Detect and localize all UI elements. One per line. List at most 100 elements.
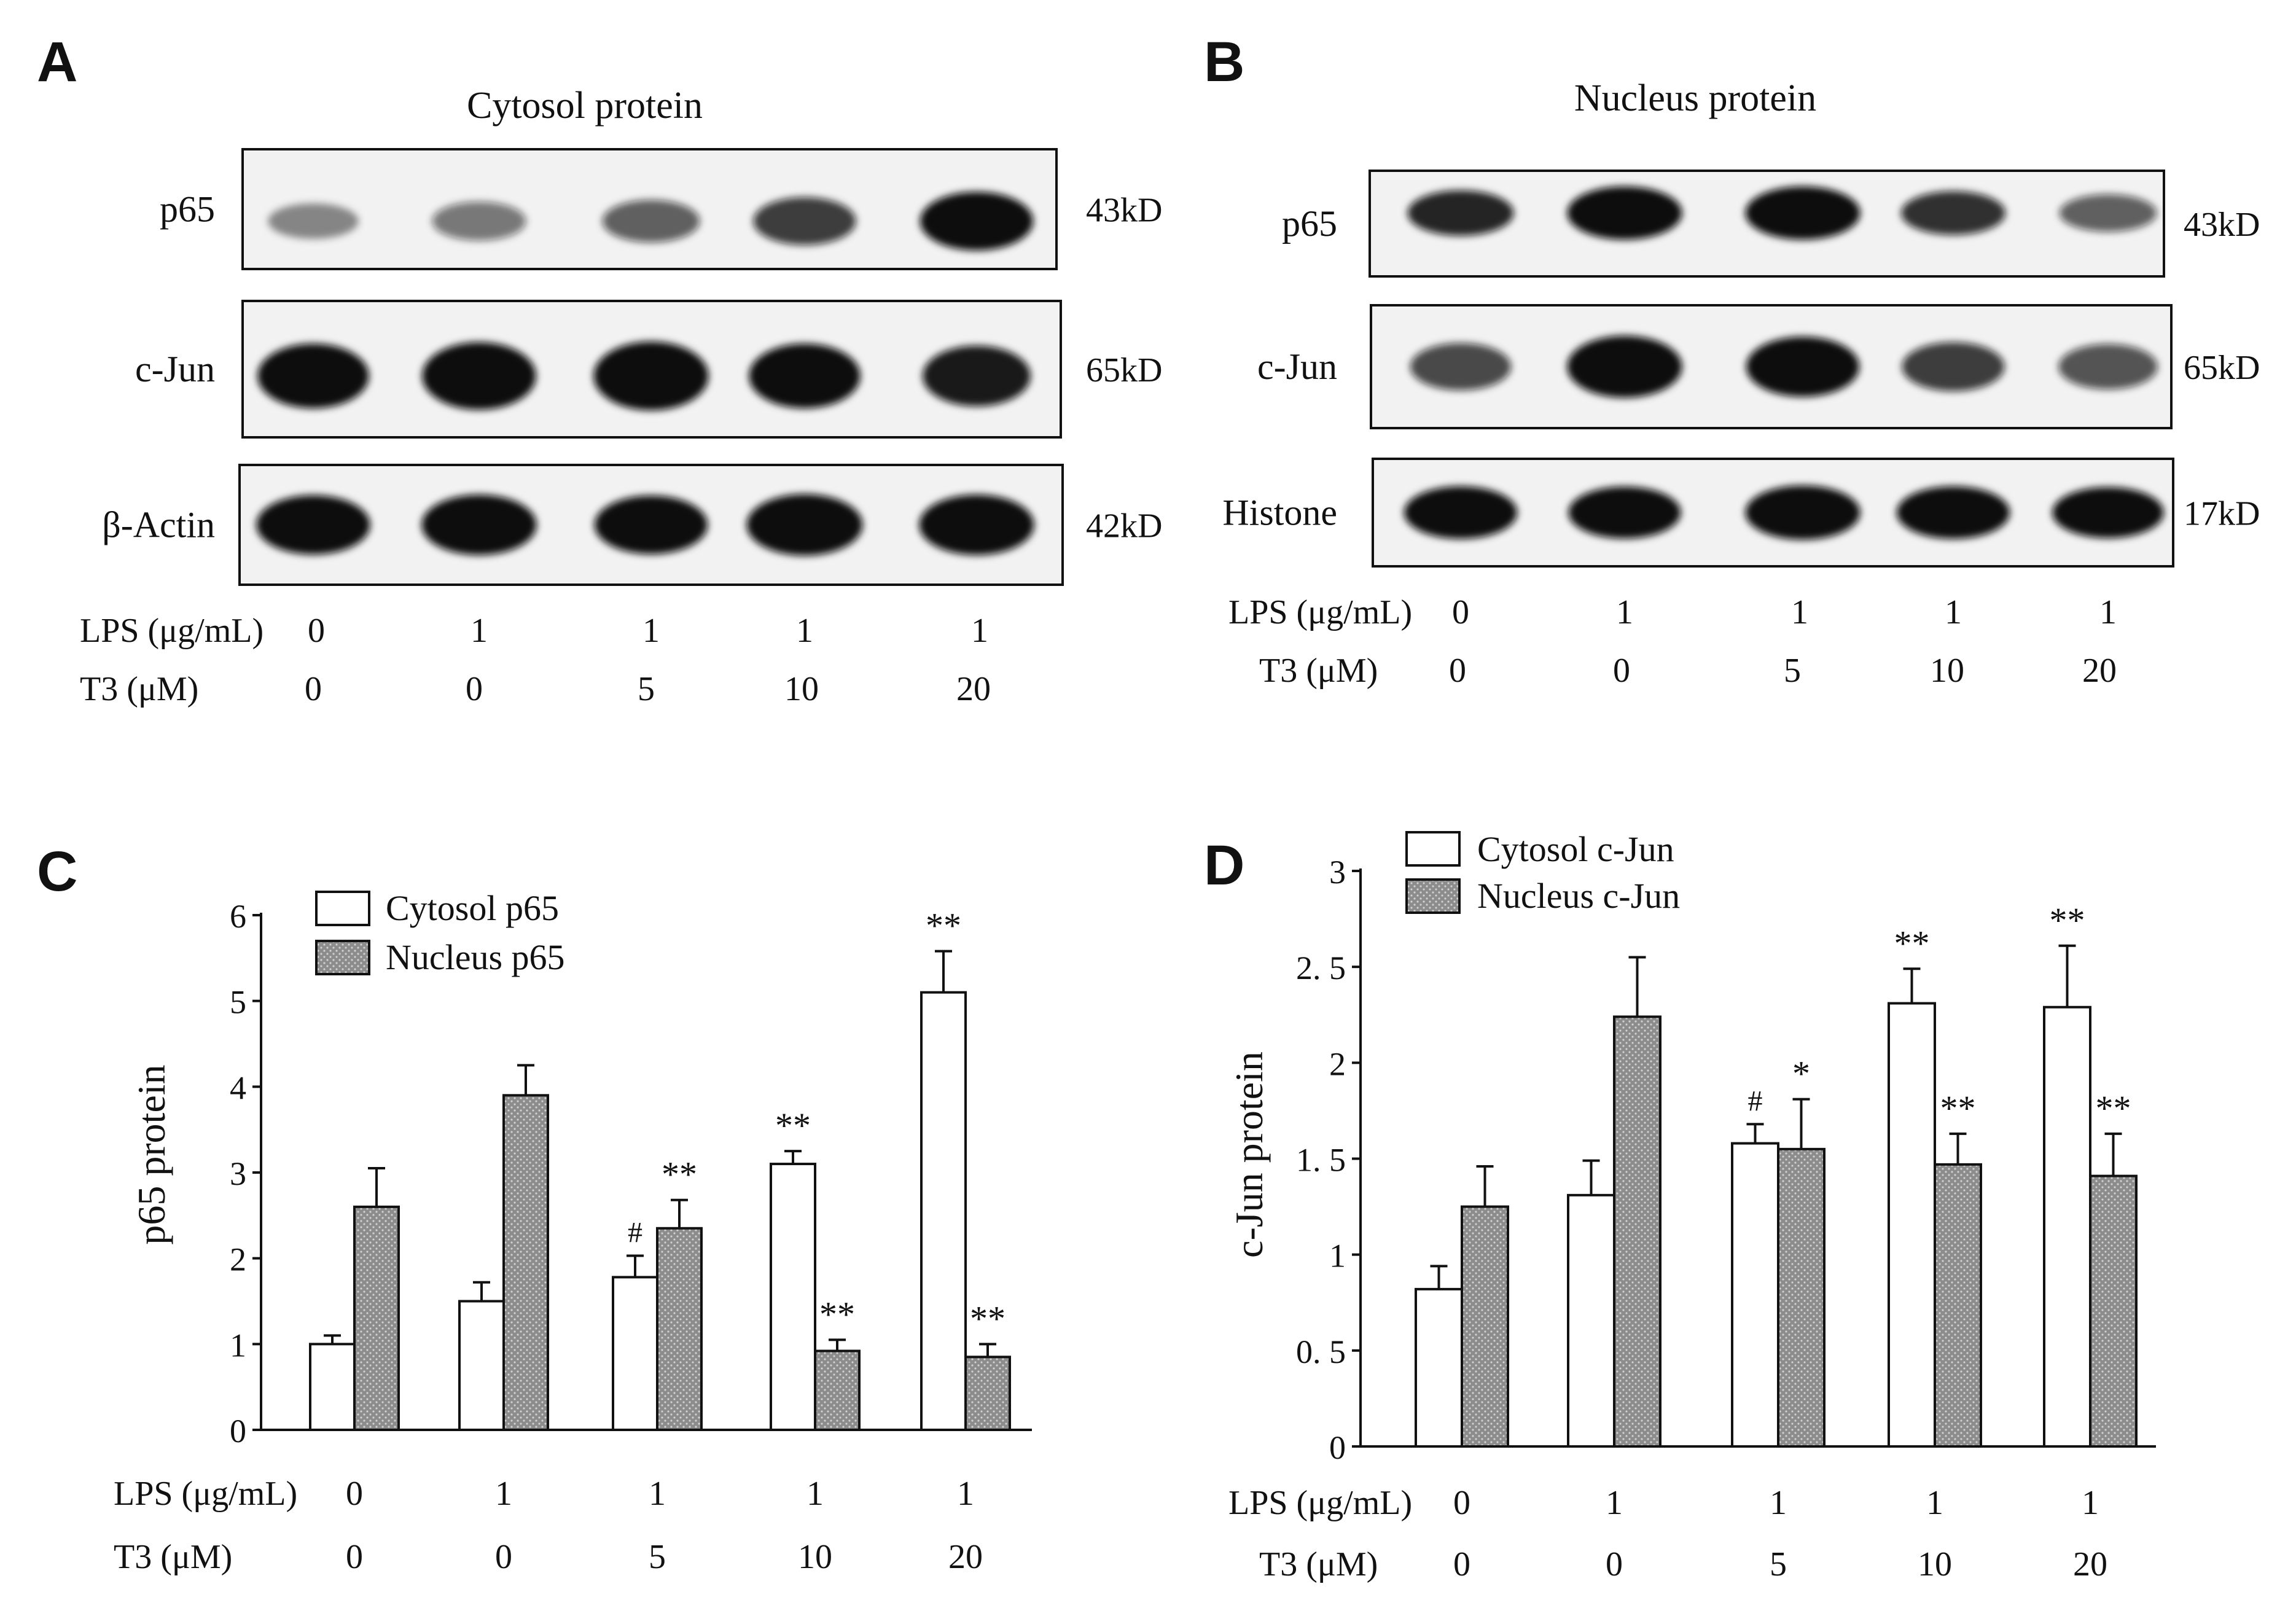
y-tick-label: 1 — [230, 1327, 246, 1364]
blot-b-t3-value: 0 — [1449, 652, 1466, 690]
blot-band — [2058, 344, 2158, 389]
panel-b: B Nucleus protein p65 43kD c-Jun 65kD Histon… — [1204, 31, 2260, 690]
blot-a-lps-value: 1 — [796, 612, 813, 650]
blot-band — [421, 494, 537, 555]
blot-b-t3-value: 5 — [1784, 652, 1801, 690]
legend-swatch-nucleus-c-jun — [1405, 878, 1461, 914]
blot-band — [1410, 343, 1512, 391]
blot-band — [920, 192, 1034, 251]
bar-nucleus-p65 — [353, 1205, 400, 1432]
significance-mark: # — [1748, 1085, 1763, 1117]
legend-label-nucleus-p65: Nucleus p65 — [386, 937, 565, 977]
bar-nucleus-c-jun — [1613, 1015, 1661, 1448]
blot-band — [432, 201, 526, 241]
blot-a-t3-value: 20 — [956, 670, 991, 708]
bar-cytosol-p65 — [920, 991, 967, 1431]
blot-b-lps-value: 1 — [1945, 593, 1962, 631]
blot-b-lps-value: 1 — [1616, 593, 1633, 631]
chart-d-legend: Cytosol c-Jun Nucleus c-Jun — [1405, 829, 1680, 916]
legend-swatch-nucleus-p65 — [315, 940, 370, 975]
panel-letter-d: D — [1204, 834, 1244, 897]
t3-value: 20 — [2073, 1545, 2107, 1583]
significance-mark: ** — [926, 906, 961, 946]
blot-band — [256, 495, 370, 555]
blot-a-t3-value: 0 — [466, 670, 483, 708]
t3-value: 5 — [649, 1538, 666, 1576]
blot-row-label: c-Jun — [135, 349, 215, 389]
t3-value: 10 — [1918, 1545, 1952, 1583]
y-tick-label: 5 — [230, 984, 246, 1021]
blot-mw-label: 65kD — [2184, 349, 2260, 387]
chart-d-lps-label: LPS (μg/mL) — [1228, 1484, 1412, 1522]
t3-value: 20 — [948, 1538, 983, 1576]
blot-band — [602, 200, 700, 243]
lps-value: 1 — [806, 1475, 824, 1513]
lps-value: 1 — [1606, 1484, 1623, 1522]
blot-b-condition-table: LPS (μg/mL) T3 (μM) 0 1 1 1 1 0 0 5 10 2… — [1228, 593, 2117, 690]
blot-b-t3-value: 0 — [1613, 652, 1630, 690]
y-tick-label: 2 — [230, 1241, 246, 1278]
significance-mark: ** — [970, 1298, 1005, 1338]
lps-value: 0 — [346, 1475, 363, 1513]
legend-swatch-cytosol-p65 — [315, 891, 370, 926]
blot-band — [1404, 486, 1518, 539]
significance-mark: ** — [819, 1294, 855, 1334]
panel-letter-a: A — [37, 31, 77, 93]
t3-value: 0 — [495, 1538, 512, 1576]
blot-band — [1900, 191, 2006, 235]
chart-c-condition-table: LPS (μg/mL) T3 (μM) — [114, 1475, 297, 1576]
t3-value: 0 — [1453, 1545, 1470, 1583]
blot-band — [1567, 335, 1682, 398]
panel-letter-b: B — [1204, 31, 1244, 93]
bar-nucleus-p65 — [964, 1356, 1011, 1432]
y-tick-label: 0. 5 — [1296, 1333, 1346, 1370]
blot-band — [2052, 486, 2164, 539]
blot-a-t3-label: T3 (μM) — [80, 670, 198, 708]
significance-mark: ** — [1940, 1088, 1976, 1128]
bar-cytosol-c-jun — [2043, 1005, 2091, 1448]
panel-d: D c-Jun protein 00. 511. 522. 5300101511… — [1204, 829, 2156, 1583]
blot-a-lps-label: LPS (μg/mL) — [80, 612, 264, 650]
panel-c: C p65 protein 0123456001015110120#******… — [37, 840, 1032, 1576]
blot-band — [1896, 486, 2010, 539]
blot-band — [746, 494, 863, 556]
bar-nucleus-p65 — [502, 1094, 549, 1432]
y-tick-label: 3 — [1329, 854, 1346, 891]
bar-nucleus-c-jun — [1934, 1163, 1982, 1448]
blot-row-label: p65 — [1282, 203, 1337, 244]
blot-mw-label: 43kD — [2184, 206, 2260, 244]
blot-band — [749, 343, 861, 408]
lps-value: 0 — [1453, 1484, 1470, 1522]
blot-b-t3-value: 10 — [1930, 652, 1964, 690]
blot-band — [1745, 186, 1861, 240]
blot-a-t3-value: 5 — [638, 670, 655, 708]
blot-row-label: Histone — [1222, 493, 1337, 533]
blot-band — [1568, 486, 1681, 539]
t3-value: 0 — [346, 1538, 363, 1576]
blot-band — [1745, 485, 1861, 540]
legend-label-cytosol-c-jun: Cytosol c-Jun — [1477, 829, 1674, 869]
blot-mw-label: 17kD — [2184, 495, 2260, 533]
y-tick-label: 0 — [230, 1413, 246, 1450]
bar-cytosol-c-jun — [1415, 1287, 1463, 1448]
legend-swatch-cytosol-c-jun — [1405, 831, 1461, 867]
blot-band — [2059, 194, 2157, 232]
bar-cytosol-c-jun — [1888, 1002, 1936, 1448]
bar-cytosol-p65 — [612, 1276, 658, 1431]
lps-value: 1 — [2082, 1484, 2099, 1522]
lps-value: 1 — [495, 1475, 512, 1513]
bar-cytosol-p65 — [309, 1343, 356, 1431]
blot-band — [594, 495, 708, 555]
significance-mark: ** — [2050, 900, 2085, 940]
panel-a: A Cytosol protein p65 43kD c-Jun 65kD β-Acti… — [37, 31, 1162, 708]
blot-band — [1407, 190, 1514, 236]
blot-band — [422, 342, 536, 410]
significance-mark: ** — [775, 1106, 811, 1145]
t3-value: 10 — [798, 1538, 832, 1576]
blot-b-strips: p65 43kD c-Jun 65kD Histone 17kD — [1222, 170, 2260, 568]
y-tick-label: 6 — [230, 898, 246, 935]
blot-a-lps-value: 1 — [642, 612, 660, 650]
significance-mark: ** — [1894, 923, 1930, 963]
